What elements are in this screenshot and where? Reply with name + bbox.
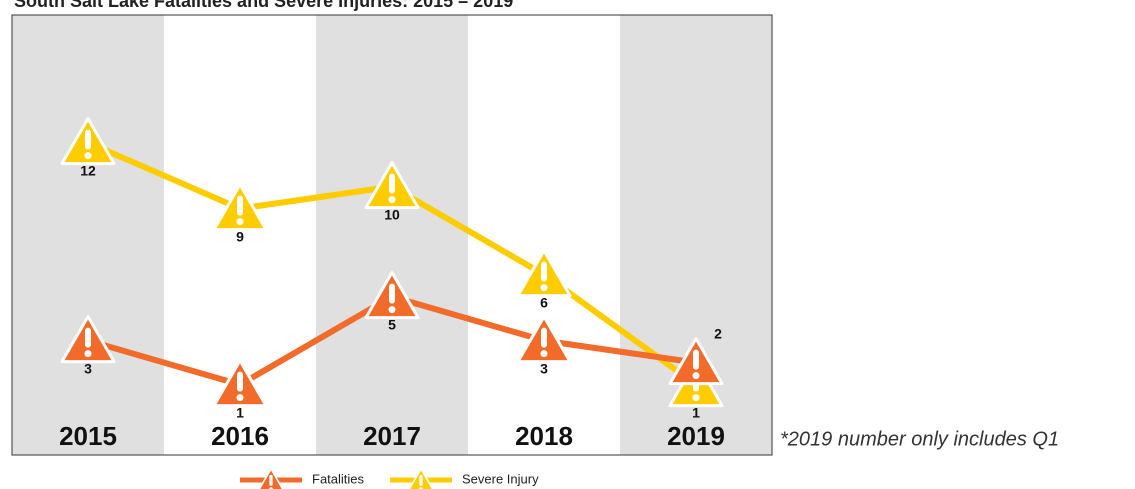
- x-tick-label: 2017: [363, 421, 421, 451]
- warning-marker: [364, 161, 420, 210]
- warning-marker: [60, 117, 116, 166]
- data-label: 3: [84, 360, 92, 376]
- exclaim-dot: [388, 196, 396, 204]
- data-label: 10: [384, 206, 400, 222]
- x-tick-label: 2016: [211, 421, 269, 451]
- exclaim-dot: [84, 152, 92, 160]
- warning-marker: [516, 249, 572, 298]
- exclaim-dot: [236, 394, 244, 402]
- x-tick-label: 2019: [667, 421, 725, 451]
- bands: [12, 15, 772, 455]
- exclaim: [693, 349, 699, 370]
- data-label: 1: [236, 404, 244, 420]
- annotation: *2019 number only includes Q1: [780, 428, 1059, 450]
- data-label: 12: [80, 162, 96, 178]
- exclaim: [389, 283, 395, 304]
- exclaim: [85, 327, 91, 348]
- column-band: [12, 15, 164, 455]
- data-label: 5: [388, 316, 396, 332]
- data-label: 3: [540, 360, 548, 376]
- legend-label: Severe Injury: [462, 471, 539, 486]
- exclaim: [85, 129, 91, 150]
- exclaim-dot: [84, 350, 92, 358]
- column-band: [316, 15, 468, 455]
- warning-marker: [516, 315, 572, 364]
- warning-marker: [212, 359, 268, 408]
- exclaim: [237, 195, 243, 216]
- x-tick-label: 2015: [59, 421, 117, 451]
- x-tick-label: 2018: [515, 421, 573, 451]
- exclaim-dot: [540, 284, 548, 292]
- column-band: [468, 15, 620, 455]
- warning-marker: [60, 315, 116, 364]
- data-label: 2: [714, 325, 722, 341]
- data-label: 9: [236, 228, 244, 244]
- warning-marker: [668, 337, 724, 386]
- exclaim-dot: [236, 218, 244, 226]
- exclaim-dot: [540, 350, 548, 358]
- warning-marker: [212, 183, 268, 232]
- exclaim: [541, 327, 547, 348]
- plot-border: [11, 14, 773, 456]
- data-label: 6: [540, 294, 548, 310]
- exclaim: [237, 371, 243, 392]
- warning-marker: [364, 271, 420, 320]
- exclaim-dot: [692, 372, 700, 380]
- exclaim: [541, 261, 547, 282]
- exclaim-dot: [388, 306, 396, 314]
- exclaim-dot: [692, 394, 700, 402]
- exclaim: [419, 474, 423, 486]
- data-label: 1: [692, 404, 700, 420]
- legend-label: Fatalities: [312, 471, 365, 486]
- chart-title: South Salt Lake Fatalities and Severe In…: [14, 0, 513, 11]
- exclaim: [389, 173, 395, 194]
- exclaim: [269, 474, 273, 486]
